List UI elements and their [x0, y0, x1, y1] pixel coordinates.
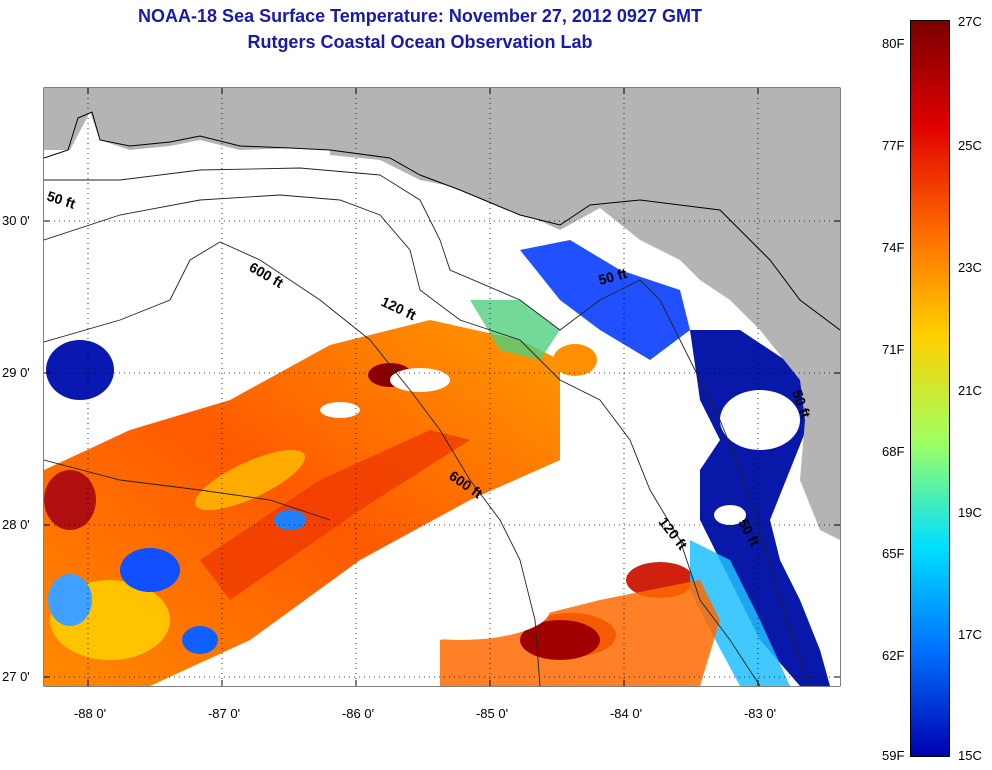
colorbar-c-label: 25C	[958, 138, 982, 153]
colorbar-f-label: 65F	[882, 546, 905, 561]
colorbar-c-label: 17C	[958, 627, 982, 642]
lat-tick-label: 29 0'	[2, 365, 30, 380]
lat-tick-label: 28 0'	[2, 517, 30, 532]
sst-orange-eddy	[553, 344, 597, 376]
cloud-patch	[370, 580, 550, 640]
map-subtitle: Rutgers Coastal Ocean Observation Lab	[247, 32, 593, 52]
colorbar-c-label: 19C	[958, 505, 982, 520]
axis-ticks	[44, 88, 840, 686]
colorbar-c-label: 23C	[958, 260, 982, 275]
lon-tick-label: -85 0'	[475, 706, 509, 721]
colorbar-c-label: 21C	[958, 383, 982, 398]
sst-cold-patch	[48, 574, 92, 626]
sst-red-streak	[200, 430, 470, 600]
sst-shelf-cyan	[690, 540, 790, 686]
lon-tick-label: -88 0'	[73, 706, 107, 721]
contour-label: 50 ft	[597, 265, 629, 288]
lat-tick-label: 30 0'	[2, 213, 30, 228]
florida-land	[600, 200, 840, 540]
sst-south-hot	[520, 620, 600, 660]
sst-shelf-mid	[520, 240, 690, 360]
cloud-patch	[714, 505, 746, 525]
lon-tick-label: -83 0'	[743, 706, 777, 721]
colorbar-f-label: 68F	[882, 444, 905, 459]
sst-cold-patch	[182, 626, 218, 654]
cloud-patch	[560, 410, 680, 510]
map-title: NOAA-18 Sea Surface Temperature: Novembe…	[138, 6, 702, 26]
cloud-patch	[720, 390, 800, 450]
cloud-patch	[390, 368, 450, 392]
sst-cool-patch	[195, 449, 305, 511]
lat-tick-label: 27 0'	[2, 669, 30, 684]
sst-cold-patch	[274, 510, 306, 530]
colorbar-c-label: 27C	[958, 14, 982, 29]
colorbar-f-label: 74F	[882, 240, 905, 255]
contour-120ft	[44, 194, 761, 686]
sst-cold-patch	[120, 548, 180, 592]
lon-tick-label: -86 0'	[341, 706, 375, 721]
contour-800ft	[44, 459, 331, 521]
lon-tick-label: -84 0'	[609, 706, 643, 721]
lon-tick-label: -87 0'	[207, 706, 241, 721]
cloud-patch	[320, 630, 400, 670]
colorbar-f-label: 71F	[882, 342, 905, 357]
panhandle-land	[44, 88, 330, 150]
coastline	[44, 111, 840, 331]
colorbar-f-label: 62F	[882, 648, 905, 663]
sst-shelf-green	[470, 300, 560, 360]
contour-50ft	[44, 167, 811, 686]
sst-hot-patch	[44, 470, 96, 530]
colorbar-f-label: 77F	[882, 138, 905, 153]
colorbar-f-label: 59F	[882, 748, 905, 763]
colorbar-f-label: 80F	[882, 36, 905, 51]
colorbar	[910, 20, 950, 757]
cloud-patch	[320, 402, 360, 418]
sst-cold-patch	[46, 340, 114, 400]
cloud-mask-north	[44, 112, 330, 162]
florida-land-nw	[330, 88, 840, 330]
contour-600ft	[44, 241, 541, 686]
colorbar-c-label: 15C	[958, 748, 982, 763]
